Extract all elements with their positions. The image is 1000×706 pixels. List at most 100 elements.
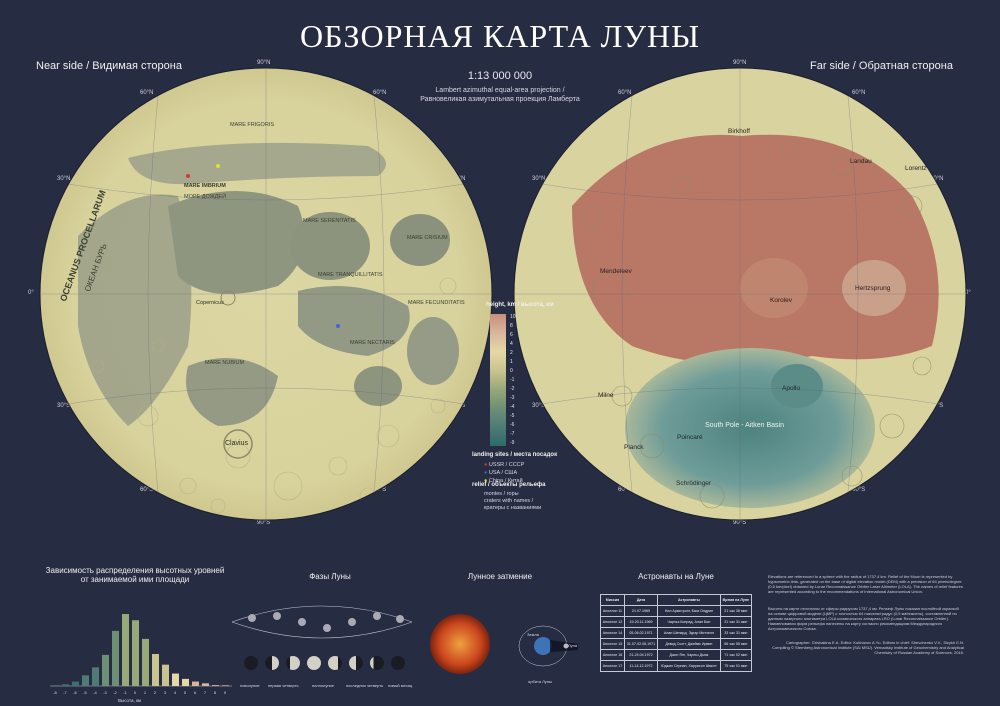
histogram-bar bbox=[222, 685, 229, 686]
histogram-tick-label: -3 bbox=[103, 690, 107, 695]
copernicus-label: Copernicus bbox=[196, 300, 224, 306]
height-tick-label: -9 bbox=[510, 440, 515, 446]
histogram-tick-label: -8 bbox=[53, 690, 57, 695]
eclipse-orbit-label: орбита Луны bbox=[528, 679, 552, 684]
histogram-tick-label: 8 bbox=[214, 690, 217, 695]
far-90n-label: 90°N bbox=[733, 60, 747, 66]
eclipse-title: Лунное затмение bbox=[467, 572, 533, 581]
notes-en: Elevations are referenced to a sphere wi… bbox=[768, 574, 963, 594]
notes-credits: Cartographer: Grishakina E.A. Editor: Ko… bbox=[772, 640, 964, 655]
histogram-tick-label: -1 bbox=[123, 690, 127, 695]
spa-label: South Pole - Aitken Basin bbox=[705, 422, 784, 429]
notes-ru: Высоты на карте отсчитаны от сферы радиу… bbox=[768, 606, 959, 631]
astronauts-table: Миссия Дата Астронавты Время на Луне Аполл… bbox=[600, 594, 753, 672]
moon-phase-icon bbox=[391, 656, 405, 670]
table-cell: 11-14.12.1972 bbox=[623, 660, 659, 672]
table-cell: Аполлон 14 bbox=[600, 627, 625, 639]
phase-label-new: новолуние bbox=[240, 683, 260, 688]
korolev-label: Korolev bbox=[770, 297, 793, 304]
height-tick-label: 4 bbox=[510, 341, 513, 347]
near-60s-label: 60°S bbox=[140, 487, 154, 493]
moon-phase-icon bbox=[244, 656, 258, 670]
moon-icon bbox=[563, 643, 569, 649]
mare-nubium-region bbox=[186, 358, 278, 426]
far-30n-label-right: 30°N bbox=[930, 176, 944, 182]
near-60n-label: 60°N bbox=[373, 90, 387, 96]
histogram-tick-label: 9 bbox=[224, 690, 227, 695]
far-side-map bbox=[513, 67, 967, 521]
histogram-tick-label: -6 bbox=[73, 690, 77, 695]
planck-label: Planck bbox=[624, 444, 644, 451]
table-row: Аполлон 14 05-06.02.1971 Алан Шепард, Эдга… bbox=[600, 627, 753, 639]
height-color-scale bbox=[490, 314, 506, 446]
table-cell: 31 час 31 мин bbox=[719, 616, 753, 628]
earth-icon bbox=[534, 637, 552, 655]
elevation-histogram: -8 -7 -6 -5 -4 -3 -2 -1 0 1 2 3 4 5 6 7 8 9 bbox=[50, 614, 232, 695]
hertzsprung-label: Hertzsprung bbox=[855, 285, 891, 292]
landing-site-china bbox=[216, 164, 220, 168]
histogram-bar bbox=[182, 678, 189, 686]
landing-china-label: ● China / Китай bbox=[484, 478, 523, 484]
oceanus-procellarum-region bbox=[78, 194, 192, 426]
histogram-tick-label: 7 bbox=[204, 690, 207, 695]
histogram-bar bbox=[122, 614, 129, 686]
mare-imbrium-region bbox=[168, 191, 305, 294]
mare-crisium-label: MARE CRISIUM bbox=[407, 235, 448, 241]
table-row: Аполлон 17 11-14.12.1972 Юджин Сернан, Хар… bbox=[600, 660, 753, 672]
far-side-label: Far side / Обратная сторона bbox=[810, 60, 953, 72]
table-cell: 33 час 31 мин bbox=[719, 627, 753, 639]
histogram-tick-label: 0 bbox=[134, 690, 137, 695]
landing-ussr-label: ● USSR / СССР bbox=[484, 462, 525, 468]
near-30s-label: 30°S bbox=[57, 403, 71, 409]
near-60s-label-right: 60°S bbox=[373, 487, 387, 493]
moon-phase-icon bbox=[265, 656, 279, 670]
far-eq-label: 0° bbox=[965, 290, 971, 296]
histogram-tick-label: 2 bbox=[154, 690, 157, 695]
korolev-basin bbox=[740, 258, 808, 318]
height-tick-label: -4 bbox=[510, 404, 515, 410]
phase-label-newmonth: новый месяц bbox=[388, 683, 413, 688]
table-cell: Джон Янг, Чарльз Дьюк bbox=[657, 649, 721, 661]
near-90s-label: 90°S bbox=[257, 520, 271, 526]
histogram-bar bbox=[212, 685, 219, 686]
histogram-tick-label: 3 bbox=[164, 690, 167, 695]
table-cell: Юджин Сернан, Харрисон Шмитт bbox=[657, 660, 721, 672]
mare-tranquillitatis-label: MARE TRANQUILLITATIS bbox=[318, 272, 383, 278]
histogram-bar bbox=[102, 654, 109, 686]
histogram-tick-label: -2 bbox=[113, 690, 117, 695]
height-tick-label: 10 bbox=[510, 314, 516, 320]
apollo-basin bbox=[771, 364, 823, 408]
table-cell: 19-20.11.1969 bbox=[623, 616, 659, 628]
table-cell: Чарльз Конрад, Алан Бин bbox=[657, 616, 721, 628]
clavius-crater bbox=[223, 429, 253, 459]
sun-icon bbox=[430, 614, 490, 674]
histogram-tick-label: 5 bbox=[184, 690, 187, 695]
moon-orbit-diagram bbox=[231, 605, 413, 639]
relief-title: relief / объекты рельефа bbox=[472, 482, 546, 488]
eclipse-earth-label: Земля bbox=[527, 632, 539, 637]
mare-nectaris-region bbox=[354, 366, 402, 406]
mare-nubium-label: MARE NUBIUM bbox=[205, 360, 245, 366]
table-cell: 71 час 02 мин bbox=[719, 649, 753, 661]
histogram-bar bbox=[82, 675, 89, 686]
histogram-bar bbox=[112, 630, 119, 686]
moon-phase-icon bbox=[286, 656, 300, 670]
relief-montes-label: montes / горы bbox=[484, 491, 519, 497]
far-30n-label: 30°N bbox=[532, 176, 546, 182]
histogram-bar bbox=[152, 654, 159, 686]
far-60n-label: 60°N bbox=[618, 90, 632, 96]
mare-imbrium-ru-label: МОРЕ ДОЖДЕЙ bbox=[184, 194, 227, 200]
histogram-bar bbox=[92, 667, 99, 686]
moon-phase-icon bbox=[328, 656, 342, 670]
landing-site-ussr bbox=[186, 174, 190, 178]
histogram-tick-label: 6 bbox=[194, 690, 197, 695]
near-eq-label: 0° bbox=[28, 290, 34, 296]
far-60n-label-right: 60°N bbox=[852, 90, 866, 96]
map-title: ОБЗОРНАЯ КАРТА ЛУНЫ bbox=[299, 18, 701, 54]
relief-craters-ru-label: кратеры с названиями bbox=[484, 505, 542, 511]
far-30s-label: 30°S bbox=[532, 403, 546, 409]
mare-frigoris-region bbox=[128, 142, 386, 185]
table-cell: 21 час 36 мин bbox=[719, 605, 753, 617]
height-tick-label: -6 bbox=[510, 422, 515, 428]
eclipse-moon-label: Луна bbox=[568, 643, 578, 648]
